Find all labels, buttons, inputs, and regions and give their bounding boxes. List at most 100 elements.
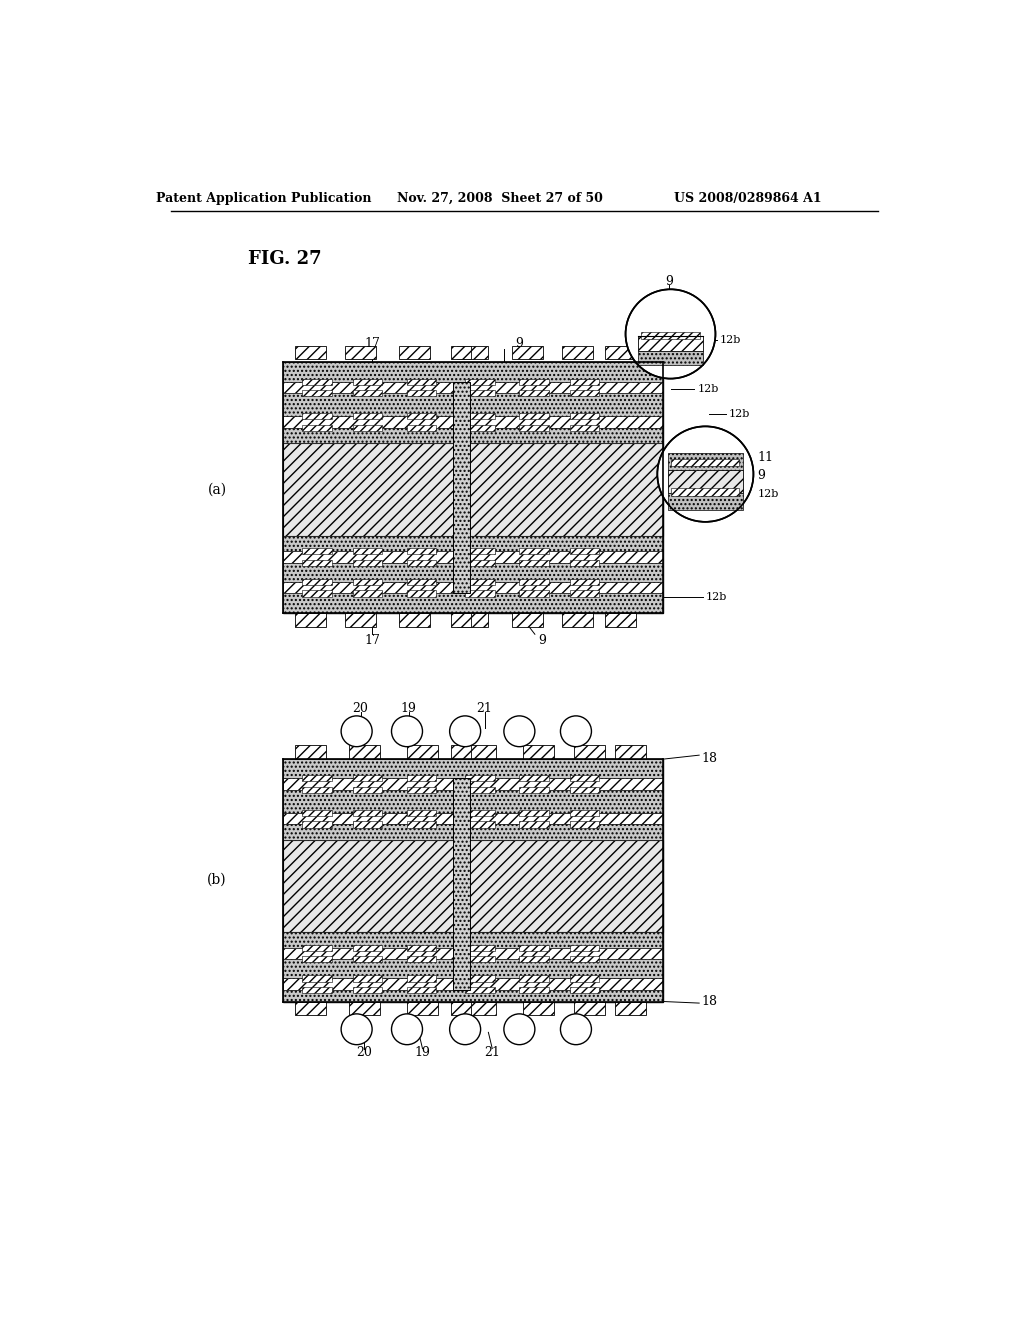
Bar (407, 744, 438, 759)
Bar (465, 975, 495, 982)
Bar (352, 821, 382, 828)
Bar (407, 956, 436, 962)
Bar (352, 810, 382, 816)
Bar (283, 932, 663, 948)
Bar (283, 363, 663, 381)
Bar (458, 612, 488, 627)
Text: 9: 9 (515, 338, 523, 351)
Bar (519, 379, 549, 385)
Bar (302, 391, 332, 396)
Bar (519, 987, 549, 993)
Bar (295, 612, 326, 627)
Bar (349, 1002, 380, 1015)
Bar (407, 548, 436, 554)
Bar (407, 590, 436, 597)
Bar (407, 787, 436, 793)
Bar (669, 494, 742, 511)
Bar (407, 1002, 438, 1015)
Bar (302, 578, 332, 585)
Bar (302, 413, 332, 420)
Bar (512, 346, 543, 359)
Bar (283, 759, 663, 779)
Text: 19: 19 (415, 1045, 430, 1059)
Text: 20: 20 (356, 1045, 373, 1059)
Text: 20: 20 (352, 702, 369, 714)
Bar (283, 960, 663, 978)
Text: 19: 19 (400, 702, 417, 714)
Text: 21: 21 (476, 702, 493, 714)
Bar (519, 821, 549, 828)
Bar (519, 560, 549, 566)
Bar (345, 612, 376, 627)
Bar (453, 381, 470, 594)
Bar (573, 744, 604, 759)
Bar (465, 744, 496, 759)
Circle shape (341, 715, 372, 747)
Bar (569, 945, 599, 950)
Bar (519, 956, 549, 962)
Bar (672, 459, 739, 466)
Text: 11: 11 (758, 450, 773, 463)
Bar (352, 975, 382, 982)
Text: 21: 21 (484, 1045, 500, 1059)
Bar (453, 779, 470, 990)
Circle shape (560, 715, 592, 747)
Bar (573, 1002, 604, 1015)
Bar (283, 813, 663, 825)
Bar (562, 346, 593, 359)
Bar (302, 810, 332, 816)
Bar (283, 536, 663, 552)
Text: 12b: 12b (758, 490, 778, 499)
Bar (345, 346, 376, 359)
Bar (283, 789, 663, 813)
Text: 12b: 12b (729, 409, 750, 418)
Bar (283, 381, 663, 393)
Bar (465, 425, 495, 430)
Bar (302, 379, 332, 385)
Bar (352, 775, 382, 781)
Bar (569, 425, 599, 430)
Bar (283, 552, 663, 562)
Bar (302, 425, 332, 430)
Bar (407, 987, 436, 993)
Bar (283, 978, 663, 990)
Bar (465, 578, 495, 585)
Bar (519, 590, 549, 597)
Bar (519, 787, 549, 793)
Bar (569, 956, 599, 962)
Bar (569, 821, 599, 828)
Text: US 2008/0289864 A1: US 2008/0289864 A1 (674, 191, 822, 205)
Bar (465, 945, 495, 950)
Bar (407, 775, 436, 781)
Bar (614, 1002, 646, 1015)
Text: 17: 17 (365, 338, 380, 351)
Bar (302, 775, 332, 781)
Bar (638, 335, 703, 351)
Bar (569, 590, 599, 597)
Bar (399, 346, 430, 359)
Text: Patent Application Publication: Patent Application Publication (156, 191, 372, 205)
Bar (519, 975, 549, 982)
Bar (352, 379, 382, 385)
Bar (465, 1002, 496, 1015)
Bar (465, 821, 495, 828)
Bar (569, 379, 599, 385)
Bar (283, 562, 663, 582)
Bar (283, 990, 663, 1002)
Bar (523, 744, 554, 759)
Bar (452, 744, 471, 759)
Bar (302, 945, 332, 950)
Circle shape (450, 1014, 480, 1044)
Bar (399, 612, 430, 627)
Text: 12b: 12b (719, 335, 740, 345)
Bar (641, 333, 700, 339)
Bar (465, 787, 495, 793)
Text: 18: 18 (701, 995, 718, 1008)
Bar (638, 351, 703, 364)
Bar (672, 488, 739, 496)
Circle shape (657, 426, 754, 521)
Bar (519, 945, 549, 950)
Bar (407, 413, 436, 420)
Text: Nov. 27, 2008  Sheet 27 of 50: Nov. 27, 2008 Sheet 27 of 50 (397, 191, 603, 205)
Bar (614, 744, 646, 759)
